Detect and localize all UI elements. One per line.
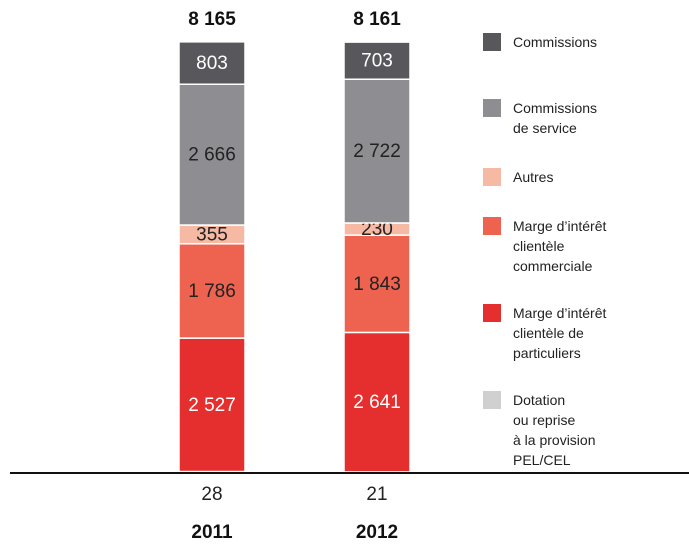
legend-item: Commissions de service — [483, 99, 613, 138]
legend-item: Commissions — [483, 33, 683, 52]
legend-item: Autres — [483, 168, 683, 187]
legend-label: Marge d’intérêt clientèle commerciale — [513, 218, 607, 274]
x-tick-label: 2012 — [356, 522, 398, 543]
legend-swatch — [483, 33, 501, 51]
data-label: 2 722 — [353, 141, 401, 162]
legend-label: Marge d’intérêt clientèle de particulier… — [513, 305, 607, 361]
data-label: 1 843 — [353, 274, 401, 295]
data-label: 2 666 — [188, 145, 236, 166]
bar-segment — [178, 83, 246, 226]
total-label: 8 161 — [353, 9, 401, 30]
bar-segment — [343, 331, 411, 473]
legend-swatch — [483, 304, 501, 322]
legend-label: Dotation ou reprise à la provision PEL/C… — [513, 392, 596, 468]
data-label: 2 527 — [188, 395, 236, 416]
bar-segment — [178, 41, 246, 86]
bar-segment — [178, 243, 246, 339]
legend-swatch — [483, 99, 501, 117]
bar-segment — [178, 337, 246, 473]
legend-swatch — [483, 168, 501, 186]
data-label: 703 — [361, 51, 393, 72]
legend-item: Dotation ou reprise à la provision PEL/C… — [483, 391, 683, 470]
data-label: 355 — [196, 224, 228, 245]
total-label: 8 165 — [188, 9, 236, 30]
legend-label: Commissions — [513, 34, 598, 50]
data-label: 28 — [201, 484, 222, 505]
legend-label: Autres — [513, 169, 554, 185]
data-label: 803 — [196, 53, 228, 74]
data-label: 2 641 — [353, 392, 401, 413]
data-label: 230 — [361, 219, 393, 240]
bar-segment — [343, 78, 411, 224]
legend-item: Marge d’intérêt clientèle de particulier… — [483, 304, 623, 363]
legend-label: Commissions de service — [513, 100, 598, 136]
x-tick-label: 2011 — [191, 522, 233, 543]
legend-swatch — [483, 391, 501, 409]
legend-swatch — [483, 217, 501, 235]
data-label: 21 — [366, 484, 387, 505]
legend-item: Marge d’intérêt clientèle commerciale — [483, 217, 623, 276]
bar-segment — [343, 41, 411, 80]
data-label: 1 786 — [188, 281, 236, 302]
